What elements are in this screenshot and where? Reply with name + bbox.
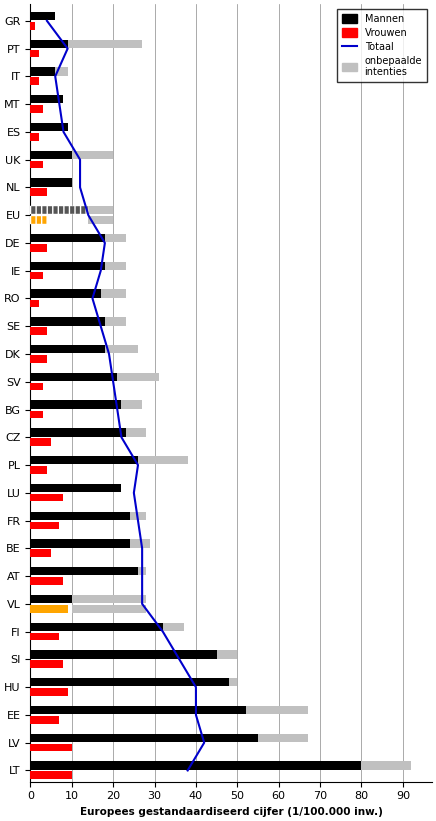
Bar xyxy=(31,383,43,391)
Bar xyxy=(89,206,113,214)
Bar xyxy=(105,262,126,270)
Bar xyxy=(31,49,39,57)
Bar xyxy=(31,234,105,242)
Bar xyxy=(31,660,64,668)
Bar xyxy=(31,22,34,30)
Bar xyxy=(130,539,150,548)
Legend: Mannen, Vrouwen, Totaal, onbepaalde
intenties: Mannen, Vrouwen, Totaal, onbepaalde inte… xyxy=(337,9,427,82)
Bar xyxy=(31,123,68,131)
Bar xyxy=(31,577,64,585)
Bar xyxy=(258,734,308,742)
Bar xyxy=(105,345,138,353)
Bar xyxy=(31,567,138,576)
Bar xyxy=(31,688,68,696)
Bar xyxy=(31,511,130,520)
Bar xyxy=(31,438,51,446)
Bar xyxy=(68,39,142,48)
Bar xyxy=(105,234,126,242)
Bar xyxy=(31,105,43,112)
Bar xyxy=(31,484,122,492)
Bar xyxy=(31,355,47,363)
Bar xyxy=(31,178,72,186)
Bar xyxy=(72,605,146,612)
Bar xyxy=(245,706,308,714)
Bar xyxy=(138,456,187,465)
Bar xyxy=(217,650,237,658)
Bar xyxy=(31,290,101,298)
Bar xyxy=(31,39,68,48)
Bar xyxy=(31,11,55,21)
Bar xyxy=(31,521,59,530)
Bar xyxy=(31,244,47,251)
Bar xyxy=(31,466,47,474)
Bar xyxy=(31,328,47,335)
Bar xyxy=(31,95,64,103)
Bar xyxy=(31,539,130,548)
Bar xyxy=(31,605,68,612)
Bar xyxy=(31,633,59,640)
Bar xyxy=(31,429,126,437)
Bar xyxy=(31,262,105,270)
Bar xyxy=(31,189,47,196)
Bar xyxy=(31,133,39,140)
Bar xyxy=(31,272,43,279)
Bar xyxy=(105,317,126,326)
Bar xyxy=(31,494,64,502)
Bar xyxy=(31,595,72,603)
Bar xyxy=(31,77,39,85)
Bar xyxy=(31,401,122,409)
Bar xyxy=(31,706,245,714)
Bar xyxy=(31,650,217,658)
Bar xyxy=(31,373,117,381)
X-axis label: Europees gestandaardiseerd cijfer (1/100.000 inw.): Europees gestandaardiseerd cijfer (1/100… xyxy=(80,807,382,817)
Bar xyxy=(138,567,146,576)
Bar xyxy=(31,716,59,723)
Bar xyxy=(163,622,184,631)
Bar xyxy=(122,401,142,409)
Bar xyxy=(31,216,47,224)
Bar xyxy=(31,761,361,770)
Bar xyxy=(31,345,105,353)
Bar xyxy=(72,150,113,159)
Bar xyxy=(31,622,163,631)
Bar xyxy=(31,410,43,418)
Bar xyxy=(117,373,159,381)
Bar xyxy=(31,734,258,742)
Bar xyxy=(89,216,113,224)
Bar xyxy=(31,67,55,76)
Bar xyxy=(31,300,39,307)
Bar xyxy=(31,161,43,168)
Bar xyxy=(130,511,146,520)
Bar xyxy=(31,206,89,214)
Bar xyxy=(31,744,72,751)
Bar xyxy=(31,150,72,159)
Bar xyxy=(126,429,146,437)
Bar xyxy=(55,67,68,76)
Bar xyxy=(31,772,72,779)
Bar xyxy=(31,456,138,465)
Bar xyxy=(229,678,237,686)
Bar xyxy=(361,761,411,770)
Bar xyxy=(72,595,146,603)
Bar xyxy=(101,290,126,298)
Bar xyxy=(31,678,229,686)
Bar xyxy=(31,317,105,326)
Bar xyxy=(31,549,51,557)
